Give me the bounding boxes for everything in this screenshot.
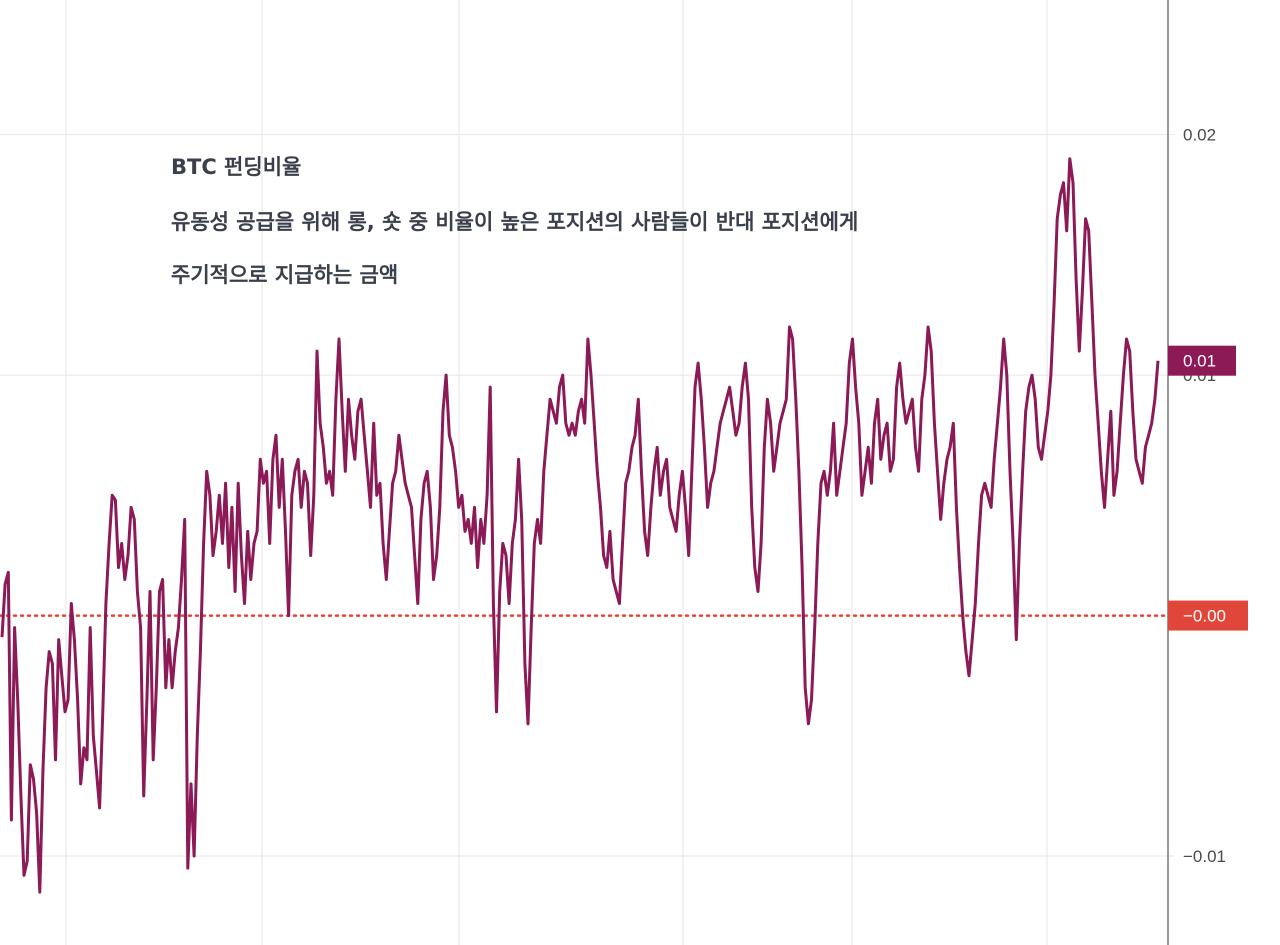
y-tick-label: −0.01 [1183,847,1226,866]
zero-value-badge: −0.00 [1168,600,1248,631]
last-value-badge-background [1168,345,1236,376]
vertical-gridlines [65,0,1048,945]
last-value-badge: 0.01 [1168,345,1236,376]
y-axis-ticks: 0.02 0.01 −0.01 [1183,126,1226,866]
last-value-label: 0.01 [1183,352,1216,371]
zero-badge-background [1168,600,1248,631]
funding-rate-line [0,157,1160,894]
horizontal-gridlines [0,134,1174,857]
y-tick-label: 0.02 [1183,126,1216,145]
annotation-title: BTC 펀딩비율 [171,155,302,179]
annotation-description-line-2: 주기적으로 지급하는 금액 [171,263,399,287]
annotation-description-line-1: 유동성 공급을 위해 롱, 숏 중 비율이 높은 포지션의 사람들이 반대 포지… [171,210,859,234]
zero-badge-label: −0.00 [1183,607,1226,626]
